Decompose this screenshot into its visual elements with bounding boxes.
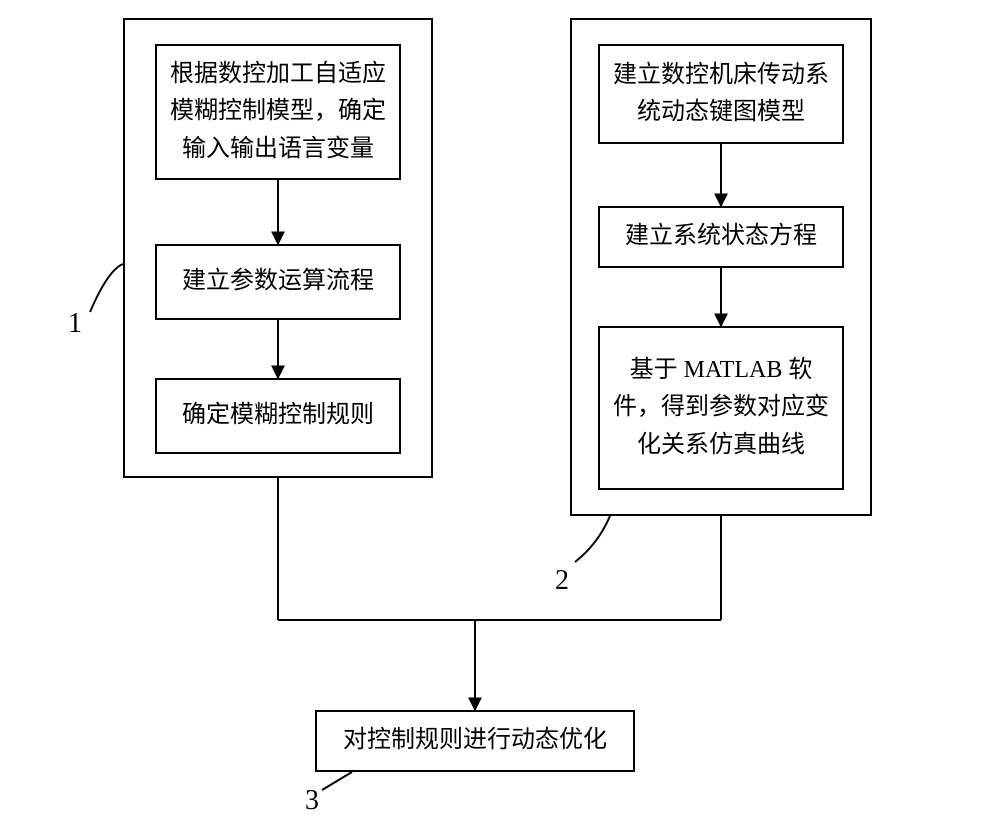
label-one: 1	[68, 308, 82, 340]
callout-one	[90, 264, 123, 312]
node-l3: 确定模糊控制规则	[155, 378, 401, 454]
node-r1-text: 建立数控机床传动系统动态键图模型	[610, 57, 832, 131]
node-r3-text: 基于 MATLAB 软件，得到参数对应变化关系仿真曲线	[610, 352, 832, 464]
node-r3: 基于 MATLAB 软件，得到参数对应变化关系仿真曲线	[598, 326, 844, 490]
callout-two	[575, 516, 610, 562]
node-l2: 建立参数运算流程	[155, 244, 401, 320]
node-b1: 对控制规则进行动态优化	[315, 710, 635, 772]
node-r2-text: 建立系统状态方程	[625, 218, 817, 255]
label-three: 3	[305, 785, 319, 817]
node-r1: 建立数控机床传动系统动态键图模型	[598, 44, 844, 144]
node-l1-text: 根据数控加工自适应模糊控制模型，确定输入输出语言变量	[167, 56, 389, 168]
node-l2-text: 建立参数运算流程	[182, 263, 374, 300]
node-b1-text: 对控制规则进行动态优化	[343, 722, 607, 759]
node-l3-text: 确定模糊控制规则	[182, 397, 374, 434]
label-two: 2	[555, 565, 569, 597]
callout-three	[322, 772, 352, 790]
node-l1: 根据数控加工自适应模糊控制模型，确定输入输出语言变量	[155, 44, 401, 180]
diagram-canvas: 根据数控加工自适应模糊控制模型，确定输入输出语言变量 建立参数运算流程 确定模糊…	[0, 0, 1000, 821]
node-r2: 建立系统状态方程	[598, 206, 844, 268]
